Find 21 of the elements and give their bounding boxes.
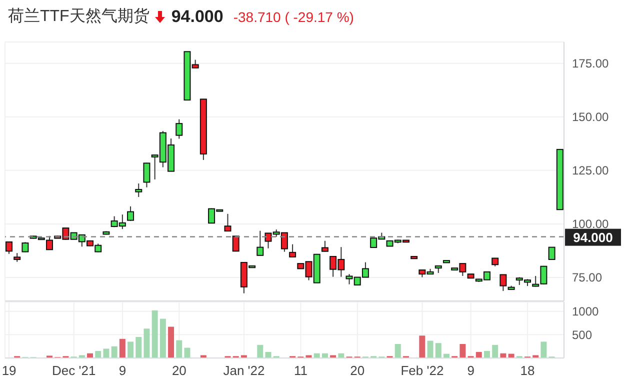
category-label: 18 (520, 363, 535, 378)
category-label: 11 (294, 363, 308, 378)
category-label: 20 (350, 363, 365, 378)
category-label: 19 (2, 363, 16, 378)
y-tick-label: 150.00 (572, 110, 610, 124)
category-label: Jan '22 (223, 363, 265, 378)
category-label: Dec '21 (52, 363, 96, 378)
y-tick-label: 175.00 (572, 56, 610, 71)
category-label: 9 (118, 363, 126, 378)
category-label: 9 (467, 363, 474, 378)
y-tick-label: 500 (572, 328, 592, 342)
chart-title: 荷兰TTF天然气期货 (8, 6, 150, 27)
text: -38.710 ( -29.17 %) (233, 8, 354, 24)
ref-line-label: 94.000 (573, 230, 613, 245)
category-label: 20 (172, 363, 186, 378)
y-tick-label: 1000 (572, 304, 600, 319)
chart-subtitle: 94.000 (171, 6, 224, 26)
y-tick-label: 125.00 (572, 164, 610, 178)
y-tick-label: 100.00 (572, 217, 610, 232)
y-tick-label: 75.00 (572, 270, 602, 285)
category-label: Feb '22 (400, 363, 444, 378)
